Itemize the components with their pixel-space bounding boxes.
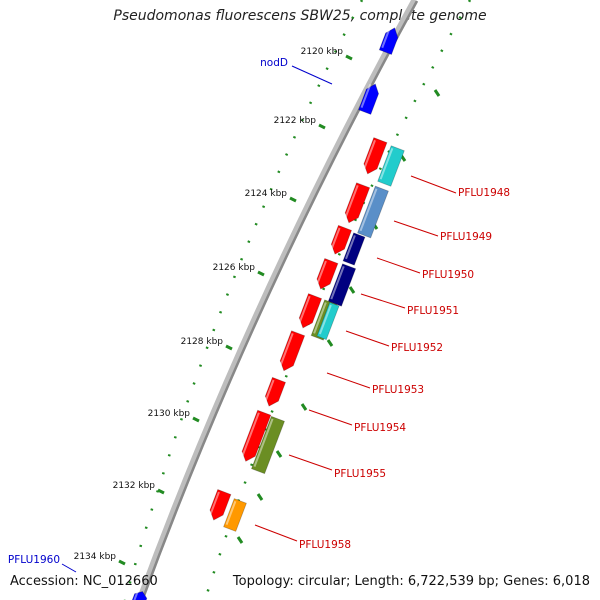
gc-dash bbox=[300, 403, 308, 411]
scale-tick-label: 2132 kbp bbox=[113, 481, 156, 491]
scale-tick: 2134 kbp bbox=[74, 552, 126, 566]
forward-gene-feature bbox=[363, 137, 388, 175]
scale-tick: 2122 kbp bbox=[274, 116, 326, 130]
gc-dash bbox=[433, 89, 441, 97]
gene-label: PFLU1953 bbox=[372, 384, 424, 396]
scale-tick-label: 2122 kbp bbox=[274, 116, 317, 126]
gene-label-group: PFLU1950 bbox=[376, 257, 474, 281]
gene-label-group: PFLU1951 bbox=[360, 293, 459, 317]
forward-gene-feature bbox=[316, 257, 339, 290]
gene-label: PFLU1949 bbox=[440, 231, 492, 243]
steelblue-feature bbox=[357, 185, 389, 239]
gene-label-group: PFLU1958 bbox=[254, 524, 351, 551]
scale-tick: 2132 kbp bbox=[113, 481, 165, 495]
gene-label: PFLU1950 bbox=[422, 269, 474, 281]
olive-feature bbox=[250, 415, 286, 475]
scale-tick-label: 2124 kbp bbox=[245, 189, 288, 199]
scale-tick: 2130 kbp bbox=[148, 409, 200, 423]
gene-label: PFLU1954 bbox=[354, 422, 406, 434]
gc-dash bbox=[236, 536, 244, 544]
scale-tick: 2120 kbp bbox=[301, 47, 353, 61]
gene-label-group: PFLU1948 bbox=[410, 175, 510, 199]
gene-label-group: nodD bbox=[260, 57, 333, 85]
gc-dash bbox=[275, 450, 283, 458]
forward-gene-feature bbox=[209, 488, 232, 521]
gene-label: PFLU1960 bbox=[8, 554, 60, 566]
scale-tick-label: 2130 kbp bbox=[148, 409, 191, 419]
gene-label-group: PFLU1949 bbox=[393, 220, 492, 243]
reverse-gene-feature bbox=[378, 27, 399, 55]
gene-label: PFLU1952 bbox=[391, 342, 443, 354]
forward-gene-feature bbox=[241, 409, 272, 462]
scale-tick-label: 2128 kbp bbox=[181, 337, 224, 347]
gene-label: nodD bbox=[260, 57, 288, 69]
dotted-track-2 bbox=[203, 0, 472, 600]
forward-gene-feature bbox=[298, 293, 323, 329]
scale-tick-label: 2134 kbp bbox=[74, 552, 117, 562]
gene-labels: nodD PFLU1948 PFLU1949 PFLU1950 PFLU1951 PFLU… bbox=[8, 57, 510, 573]
reverse-gene-feature bbox=[131, 590, 148, 600]
forward-gene-feature bbox=[279, 330, 306, 372]
cyan-feature bbox=[316, 301, 340, 341]
navy-feature bbox=[327, 263, 357, 307]
gene-label: PFLU1958 bbox=[299, 539, 351, 551]
accession-text: Accession: NC_012660 bbox=[10, 574, 158, 589]
gc-dash bbox=[326, 339, 334, 347]
scale-ticks: 2120 kbp 2122 kbp 2124 kbp 2126 kbp 2128 kbp… bbox=[74, 47, 353, 566]
navy-feature bbox=[342, 232, 366, 266]
gene-label: PFLU1955 bbox=[334, 468, 386, 480]
topology-text: Topology: circular; Length: 6,722,539 bp… bbox=[232, 574, 590, 589]
gene-features bbox=[131, 27, 405, 600]
scale-tick-label: 2120 kbp bbox=[301, 47, 344, 57]
gene-label-group: PFLU1955 bbox=[288, 454, 386, 480]
forward-gene-feature bbox=[264, 376, 287, 407]
gc-dash bbox=[348, 286, 356, 294]
scale-tick: 2126 kbp bbox=[213, 263, 265, 277]
genome-backbone bbox=[136, 0, 419, 600]
forward-gene-feature bbox=[330, 224, 353, 255]
map-title: Pseudomonas fluorescens SBW25, complete … bbox=[113, 8, 487, 24]
reverse-gene-feature bbox=[358, 83, 379, 115]
gene-label-group: PFLU1953 bbox=[326, 372, 424, 396]
gene-label-group: PFLU1952 bbox=[345, 330, 443, 354]
gene-label-group: PFLU1960 bbox=[8, 554, 77, 573]
cyan-feature bbox=[377, 145, 405, 187]
orange-feature bbox=[223, 498, 247, 532]
scale-tick: 2124 kbp bbox=[245, 189, 297, 203]
gene-label: PFLU1948 bbox=[458, 187, 510, 199]
gene-label-group: PFLU1954 bbox=[308, 409, 406, 434]
gc-dash bbox=[256, 493, 264, 501]
gene-label: PFLU1951 bbox=[407, 305, 459, 317]
forward-gene-feature bbox=[344, 182, 371, 224]
scale-tick-label: 2126 kbp bbox=[213, 263, 256, 273]
scale-tick: 2128 kbp bbox=[181, 337, 233, 351]
